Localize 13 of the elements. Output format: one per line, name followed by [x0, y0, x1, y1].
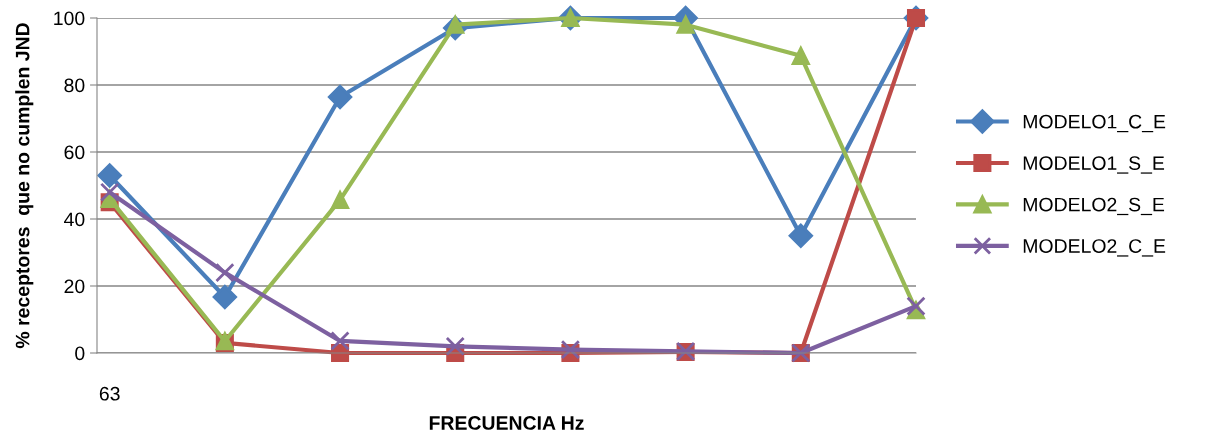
y-tick-label: 40 [64, 212, 85, 227]
y-tick-label: 20 [64, 279, 85, 294]
legend-label: MODELO2_S_E [1023, 197, 1165, 216]
legend-label: MODELO1_S_E [1023, 156, 1165, 174]
y-tick-label: 0 [75, 346, 85, 361]
x-tick-label: 63 [99, 386, 120, 401]
y-tick-label: 100 [54, 11, 85, 26]
x-axis-title: FRECUENCIA Hz [429, 416, 584, 430]
y-axis-title: % receptores que no cumplen JND [15, 23, 34, 349]
y-tick-label: 80 [64, 78, 85, 93]
legend-label: MODELO2_C_E [1023, 239, 1166, 257]
y-tick-label: 60 [64, 145, 85, 160]
legend-label: MODELO1_C_E [1023, 114, 1166, 133]
